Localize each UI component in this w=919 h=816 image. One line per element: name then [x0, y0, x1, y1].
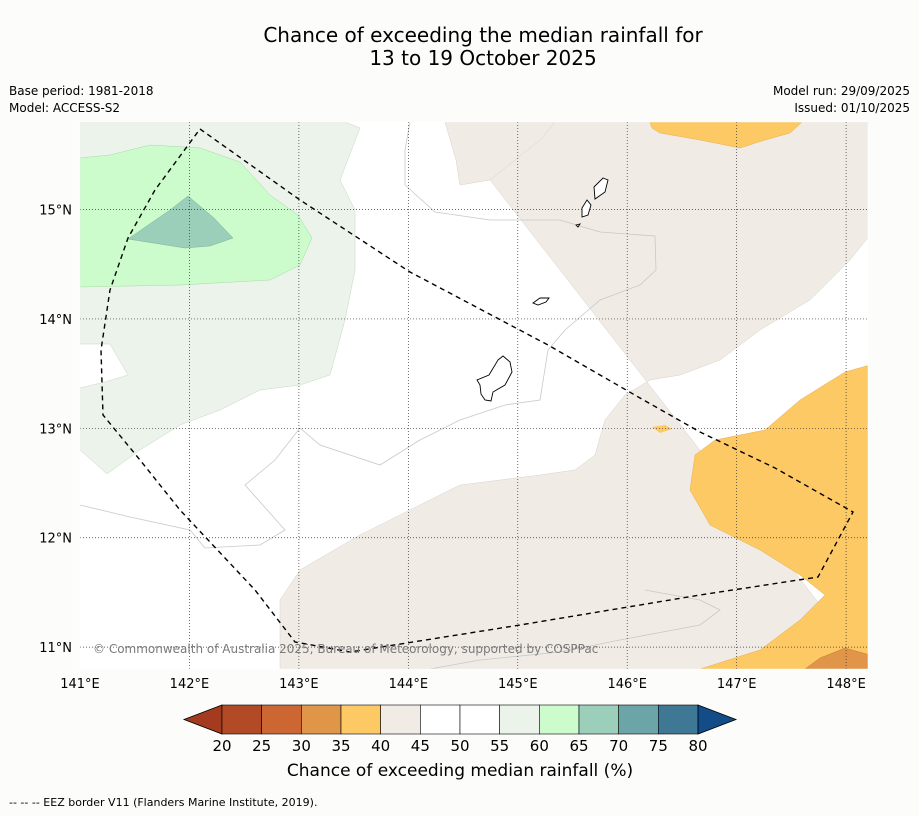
colorbar-segment: [658, 704, 699, 735]
eez-border: [100, 128, 854, 653]
band-30-35: [804, 647, 868, 669]
colorbar-segment: [539, 704, 580, 735]
colorbar-segment: [499, 704, 540, 735]
island-saipan: [593, 177, 609, 200]
island-tinian: [581, 199, 592, 218]
colorbar-segment: [380, 704, 421, 735]
colorbar-segment: [578, 704, 619, 735]
colorbar-tick-label: 20: [212, 737, 231, 755]
model-name: Model: ACCESS-S2: [9, 101, 121, 115]
lon-tick-label: 141°E: [60, 677, 100, 692]
base-period: Base period: 1981-2018: [9, 84, 154, 98]
lon-tick-label: 145°E: [498, 677, 538, 692]
lon-tick-label: 147°E: [717, 677, 757, 692]
colorbar-tick-label: 50: [450, 737, 469, 755]
copyright-notice: © Commonwealth of Australia 2025, Bureau…: [93, 642, 598, 656]
colorbar-tick-label: 30: [292, 737, 311, 755]
lon-tick-label: 142°E: [170, 677, 210, 692]
lat-tick-label: 11°N: [39, 641, 72, 656]
issued-date: Issued: 01/10/2025: [794, 101, 910, 115]
colorbar-tick-label: 70: [609, 737, 628, 755]
band-45-50-north: [444, 122, 556, 186]
colorbar-tick-label: 35: [331, 737, 350, 755]
island-rota: [532, 297, 550, 306]
colorbar-under-arrow: [182, 704, 223, 735]
chart-title-line2: 13 to 19 October 2025: [369, 46, 597, 70]
lat-tick-label: 15°N: [39, 204, 72, 219]
lon-tick-label: 146°E: [607, 677, 647, 692]
lon-tick-label: 148°E: [826, 677, 866, 692]
band-35-40-north: [649, 122, 803, 149]
colorbar: [182, 704, 738, 735]
colorbar-tick-label: 75: [649, 737, 668, 755]
map-frame: [79, 121, 869, 670]
island-guam: [476, 355, 513, 402]
colorbar-tick-label: 40: [371, 737, 390, 755]
band-35-40-spot: [652, 425, 672, 433]
eez-legend-note: -- -- -- EEZ border V11 (Flanders Marine…: [9, 796, 318, 809]
colorbar-segment: [420, 704, 461, 735]
lat-tick-label: 13°N: [39, 422, 72, 437]
model-run: Model run: 29/09/2025: [772, 84, 910, 98]
lat-tick-label: 12°N: [39, 532, 72, 547]
colorbar-segment: [301, 704, 342, 735]
colorbar-segment: [340, 704, 381, 735]
colorbar-tick-label: 55: [490, 737, 509, 755]
band-65-70: [127, 195, 234, 249]
island-outlines: [476, 177, 609, 402]
colorbar-tick-label: 45: [411, 737, 430, 755]
metadata-left: Base period: 1981-2018 Model: ACCESS-S2: [9, 83, 154, 117]
lat-tick-label: 14°N: [39, 313, 72, 328]
map-plot-area: © Commonwealth of Australia 2025, Bureau…: [80, 122, 868, 669]
lon-tick-label: 143°E: [279, 677, 319, 692]
colorbar-tick-label: 65: [569, 737, 588, 755]
colorbar-tick-label: 25: [252, 737, 271, 755]
colorbar-tick-label: 80: [688, 737, 707, 755]
band-45-50-east: [279, 122, 868, 669]
colorbar-tick-labels: 20 25 30 35 40 45 50 55 60 65 70 75 80: [212, 737, 707, 755]
metadata-right: Model run: 29/09/2025 Issued: 01/10/2025: [773, 83, 910, 117]
island-aguijan: [575, 223, 582, 228]
colorbar-segment: [618, 704, 659, 735]
lon-tick-label: 144°E: [389, 677, 429, 692]
longitude-tick-labels: 141°E 142°E 143°E 144°E 145°E 146°E 147°E 148°E: [60, 677, 866, 692]
contour-50-line-south: [429, 589, 721, 669]
colorbar-segment: [261, 704, 302, 735]
colorbar-over-arrow: [697, 704, 738, 735]
latitude-tick-labels: 15°N 14°N 13°N 12°N 11°N: [39, 204, 72, 657]
colorbar-title: Chance of exceeding median rainfall (%): [286, 761, 634, 781]
colorbar-segment: [459, 704, 500, 735]
colorbar-tick-label: 60: [530, 737, 549, 755]
colorbar-segment: [221, 704, 262, 735]
map-gridlines: [80, 122, 868, 669]
chart-title-line1: Chance of exceeding the median rainfall …: [263, 23, 703, 47]
